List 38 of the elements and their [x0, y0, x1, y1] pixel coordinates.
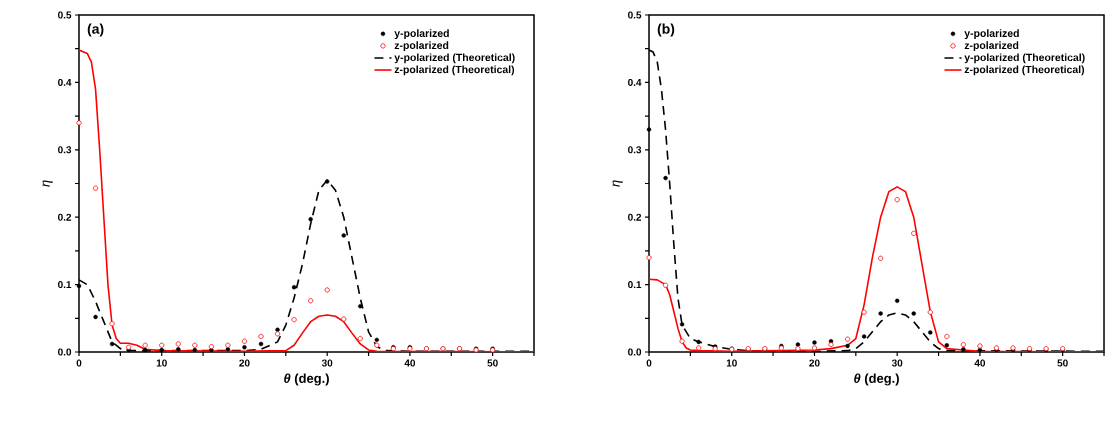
legend-label: y-polarized (Theoretical) [964, 53, 1085, 64]
x-tick-label: 10 [156, 359, 167, 367]
legend-label: z-polarized [394, 41, 449, 52]
y-tick-label: 0.4 [628, 78, 642, 86]
y-tick-label: 0.3 [628, 146, 642, 154]
x-tick-label: 50 [487, 359, 498, 367]
x-axis-title: θ (deg.) [854, 373, 899, 386]
legend-label: z-polarized [964, 41, 1019, 52]
annotation: (a) [87, 23, 104, 37]
y-axis-title: η [42, 180, 53, 187]
y-tick-label: 0.5 [58, 11, 72, 19]
x-tick-label: 30 [321, 359, 333, 367]
x-tick-label: 40 [404, 359, 416, 367]
y-tick-label: 0.3 [58, 146, 72, 154]
legend-label: y-polarized (Theoretical) [394, 53, 515, 64]
y-tick-label: 0.1 [628, 281, 642, 289]
y-tick-label: 0.2 [628, 213, 642, 221]
y-tick-label: 0.0 [58, 348, 72, 356]
y-axis-title: η [612, 180, 623, 187]
y-tick-label: 0.4 [58, 78, 72, 86]
x-tick-label: 10 [726, 359, 737, 367]
x-tick-label: 40 [974, 359, 986, 367]
x-tick-label: 30 [891, 359, 903, 367]
x-tick-label: 0 [76, 359, 82, 367]
annotation: (b) [657, 23, 675, 37]
x-axis-title: θ (deg.) [284, 373, 329, 386]
x-tick-label: 0 [646, 359, 652, 367]
legend-label: y-polarized [394, 29, 449, 40]
x-tick-label: 50 [1057, 359, 1068, 367]
x-tick-label: 20 [809, 359, 820, 367]
x-tick-label: 20 [239, 359, 250, 367]
legend-label: z-polarized (Theoretical) [394, 65, 515, 76]
legend-label: y-polarized [964, 29, 1019, 40]
y-tick-label: 0.0 [628, 348, 642, 356]
y-tick-label: 0.2 [58, 213, 72, 221]
y-tick-label: 0.1 [58, 281, 72, 289]
y-tick-label: 0.5 [628, 11, 642, 19]
legend-label: z-polarized (Theoretical) [964, 65, 1085, 76]
